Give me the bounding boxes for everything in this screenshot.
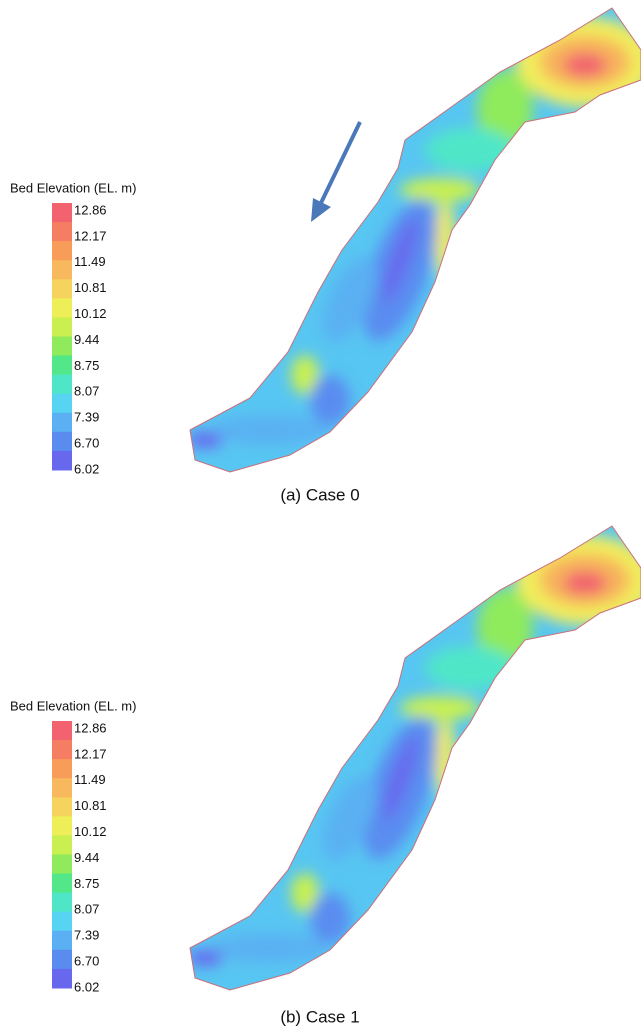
contour-zone bbox=[190, 432, 223, 448]
legend-swatch bbox=[52, 298, 72, 318]
legend-swatch bbox=[52, 279, 72, 299]
contour-zone bbox=[563, 571, 607, 595]
contour-zone bbox=[425, 128, 515, 172]
panel: Bed Elevation (EL. m) 12.86 12.17 11.49 10.8… bbox=[10, 7, 641, 504]
contour-zone bbox=[563, 53, 607, 77]
legend-label: 9.44 bbox=[74, 850, 99, 865]
contour-zone bbox=[291, 873, 319, 913]
contour-zone bbox=[382, 735, 418, 821]
legend-label: 10.12 bbox=[74, 824, 107, 839]
legend-label: 10.12 bbox=[74, 306, 107, 321]
legend-label: 7.39 bbox=[74, 410, 99, 425]
legend-label: 8.07 bbox=[74, 384, 99, 399]
legend-label: 12.17 bbox=[74, 228, 107, 243]
legend-swatch bbox=[52, 450, 72, 471]
legend-swatch bbox=[52, 797, 72, 817]
legend-label: 8.75 bbox=[74, 358, 99, 373]
legend-swatch bbox=[52, 911, 72, 932]
flow-arrow-head bbox=[311, 198, 331, 222]
contour-zone bbox=[435, 718, 455, 798]
legend-swatch bbox=[52, 930, 72, 951]
legend-swatch bbox=[52, 873, 72, 894]
legend-label: 9.44 bbox=[74, 332, 99, 347]
legend-label: 11.49 bbox=[74, 254, 106, 269]
legend-label: 6.02 bbox=[74, 461, 99, 476]
legend-label: 8.75 bbox=[74, 876, 99, 891]
flow-arrow bbox=[318, 121, 362, 206]
caption: (b) Case 1 bbox=[280, 1007, 359, 1026]
legend-swatch bbox=[52, 854, 72, 875]
legend-label: 7.39 bbox=[74, 928, 99, 943]
legend-label: 10.81 bbox=[74, 280, 107, 295]
legend-swatch bbox=[52, 374, 72, 395]
legend-swatch bbox=[52, 835, 72, 855]
legend-label: 8.07 bbox=[74, 902, 99, 917]
contour-zone bbox=[323, 258, 377, 342]
legend-swatch bbox=[52, 241, 72, 261]
legend-title: Bed Elevation (EL. m) bbox=[10, 180, 136, 195]
legend-swatch bbox=[52, 431, 72, 452]
legend-swatch bbox=[52, 949, 72, 970]
river-map bbox=[190, 8, 641, 472]
legend-swatch bbox=[52, 393, 72, 414]
legend-swatch bbox=[52, 816, 72, 836]
legend-label: 6.70 bbox=[74, 954, 99, 969]
contour-zone bbox=[310, 893, 350, 943]
caption: (a) Case 0 bbox=[280, 485, 359, 504]
legend-title: Bed Elevation (EL. m) bbox=[10, 698, 136, 713]
legend-swatch bbox=[52, 336, 72, 357]
contour-zone bbox=[210, 934, 330, 962]
contour-zone bbox=[400, 178, 480, 202]
legend-label: 12.17 bbox=[74, 746, 107, 761]
legend-swatch bbox=[52, 968, 72, 989]
contour-zone bbox=[310, 375, 350, 425]
legend-swatch bbox=[52, 355, 72, 376]
contour-zone bbox=[210, 416, 330, 444]
legend-swatch bbox=[52, 412, 72, 433]
legend-label: 6.02 bbox=[74, 979, 99, 994]
legend-swatch bbox=[52, 260, 72, 280]
legend-label: 12.86 bbox=[74, 202, 107, 217]
panel: Bed Elevation (EL. m) 12.86 12.17 11.49 10.8… bbox=[10, 525, 641, 1026]
legend-label: 10.81 bbox=[74, 798, 107, 813]
contour-zone bbox=[435, 200, 455, 280]
legend-label: 12.86 bbox=[74, 720, 107, 735]
legend-swatch bbox=[52, 317, 72, 337]
legend-swatch bbox=[52, 721, 72, 741]
legend-label: 6.70 bbox=[74, 436, 99, 451]
river-map bbox=[190, 526, 641, 990]
contour-zone bbox=[291, 355, 319, 395]
contour-zone bbox=[382, 217, 418, 303]
contour-zone bbox=[425, 646, 515, 690]
contour-zone bbox=[400, 696, 480, 720]
legend-swatch bbox=[52, 203, 72, 223]
legend-label: 11.49 bbox=[74, 772, 106, 787]
contours bbox=[190, 535, 641, 966]
legend-swatch bbox=[52, 778, 72, 798]
contour-zone bbox=[323, 776, 377, 860]
legend-swatch bbox=[52, 892, 72, 913]
contour-zone bbox=[190, 950, 223, 966]
legend-swatch bbox=[52, 222, 72, 242]
contours bbox=[190, 17, 641, 448]
legend-swatch bbox=[52, 740, 72, 760]
legend-swatch bbox=[52, 759, 72, 779]
